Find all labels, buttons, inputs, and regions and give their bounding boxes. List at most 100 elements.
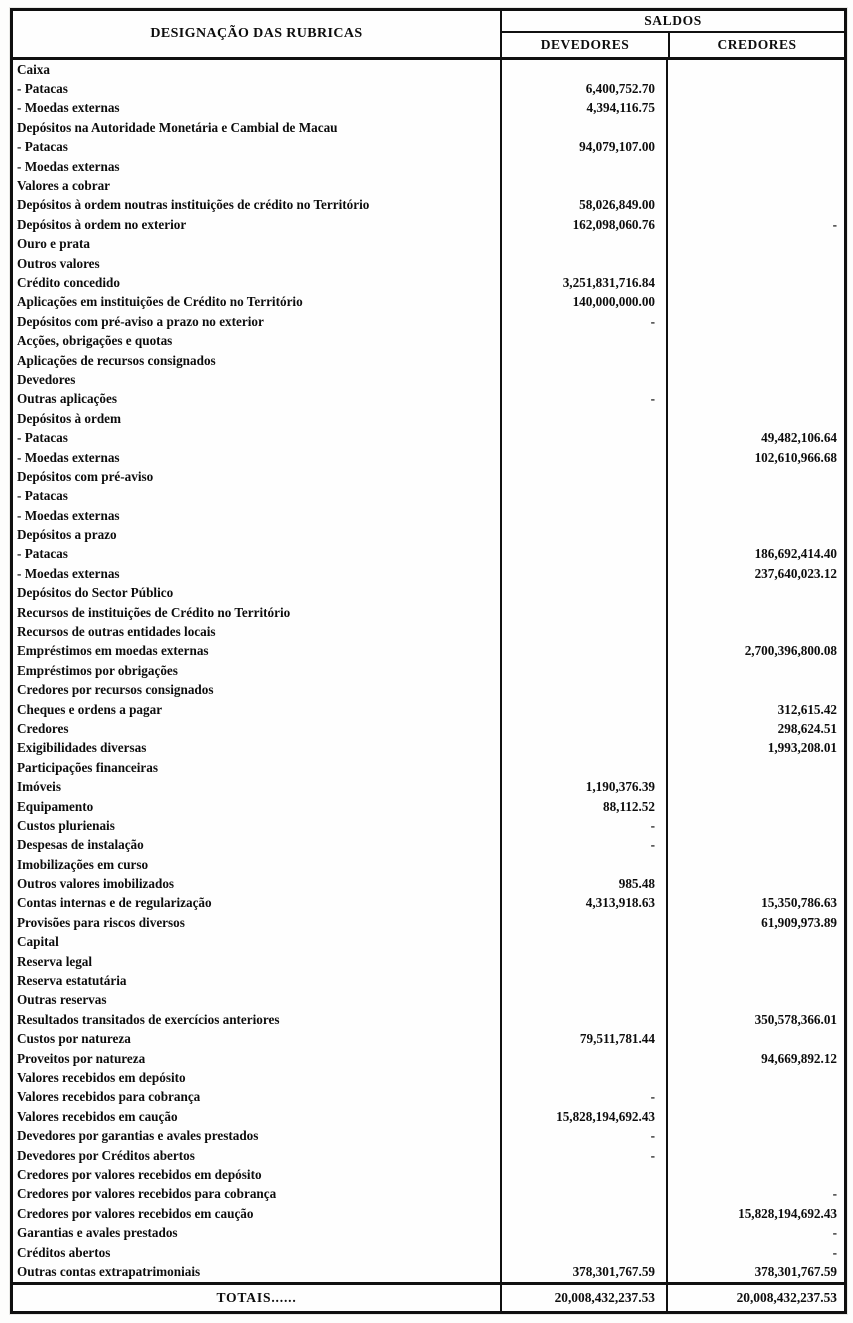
table-row: Garantias e avales prestados -: [13, 1223, 844, 1243]
header-credores-label: CREDORES: [668, 33, 844, 57]
devedores-value: [500, 932, 666, 952]
rubrica-label: - Patacas: [17, 139, 68, 155]
credores-value: 350,578,366.01: [666, 1010, 844, 1030]
credores-value: [666, 602, 844, 623]
rubrica-label: Aplicações de recursos consignados: [17, 352, 216, 368]
credores-value: [666, 60, 844, 80]
credores-value: [666, 777, 844, 797]
devedores-value: [500, 350, 666, 371]
rubrica-label: Reserva legal: [17, 953, 93, 969]
credores-value: [666, 1029, 844, 1049]
credores-value: 1,993,208.01: [666, 738, 844, 759]
devedores-value: [500, 1223, 666, 1243]
rubrica-label: Ouro e prata: [17, 236, 91, 252]
table-row: Depósitos à ordem: [13, 409, 844, 429]
credores-value: [666, 1126, 844, 1146]
header-devedores-label: DEVEDORES: [540, 37, 630, 52]
table-row: Custos plurienais -: [13, 816, 844, 836]
credores-value: [666, 525, 844, 545]
rubrica-label: - Moedas externas: [17, 565, 120, 581]
rubrica-label: Valores a cobrar: [17, 178, 111, 194]
table-row: - Moedas externas: [13, 505, 844, 526]
table-row: Caixa: [13, 60, 844, 80]
header-designacao-label: DESIGNAÇÃO DAS RUBRICAS: [150, 26, 363, 41]
table-row: Imóveis 1,190,376.39: [13, 777, 844, 797]
devedores-value: 985.48: [500, 874, 666, 894]
rubrica-label: Exigibilidades diversas: [17, 740, 147, 756]
credores-value: [666, 467, 844, 487]
rubrica-label: - Patacas: [17, 430, 68, 446]
devedores-value: 162,098,060.76: [500, 215, 666, 235]
credores-value: [666, 816, 844, 836]
credores-value: -: [666, 1242, 844, 1263]
credores-value: [666, 79, 844, 99]
credores-value: [666, 118, 844, 138]
table-row: Imobilizações em curso: [13, 855, 844, 875]
rubrica-label: Credores: [17, 720, 69, 736]
credores-value: [666, 176, 844, 196]
table-row: Recursos de outras entidades locais: [13, 622, 844, 642]
credores-value: [666, 622, 844, 642]
table-row: - Moedas externas 102,610,966.68: [13, 447, 844, 468]
devedores-value: [500, 583, 666, 603]
rubrica-label: Credores por valores recebidos para cobr…: [17, 1186, 277, 1202]
credores-value: [666, 583, 844, 603]
devedores-value: -: [500, 1087, 666, 1108]
devedores-value: [500, 990, 666, 1011]
table-row: Custos por natureza 79,511,781.44: [13, 1029, 844, 1049]
devedores-value: [500, 738, 666, 759]
table-row: Contas internas e de regularização 4,313…: [13, 893, 844, 914]
table-row: Devedores: [13, 370, 844, 390]
table-row: Aplicações em instituições de Crédito no…: [13, 292, 844, 313]
table-row: Equipamento 88,112.52: [13, 796, 844, 817]
credores-value: [666, 990, 844, 1011]
rubrica-label: Devedores por garantias e avales prestad…: [17, 1128, 259, 1144]
rubrica-label: Depósitos à ordem noutras instituições d…: [17, 197, 370, 213]
table-row: - Patacas 6,400,752.70: [13, 79, 844, 99]
table-row: Depósitos à ordem no exterior 162,098,06…: [13, 215, 844, 235]
rubrica-label: - Patacas: [17, 488, 68, 504]
rubrica-label: Valores recebidos para cobrança: [17, 1089, 201, 1105]
rubrica-label: - Patacas: [17, 546, 68, 562]
totals-credores-value: 20,008,432,237.53: [666, 1284, 844, 1311]
table-row: Valores a cobrar: [13, 176, 844, 196]
credores-value: [666, 835, 844, 856]
rubrica-label: Outros valores imobilizados: [17, 876, 175, 892]
credores-value: 312,615.42: [666, 699, 844, 720]
rubrica-label: Depósitos a prazo: [17, 527, 117, 543]
devedores-value: -: [500, 835, 666, 856]
devedores-value: [500, 1204, 666, 1224]
devedores-value: [500, 118, 666, 138]
table-row: Valores recebidos em caução 15,828,194,6…: [13, 1107, 844, 1127]
devedores-value: [500, 544, 666, 565]
table-row: Créditos abertos -: [13, 1242, 844, 1263]
credores-value: [666, 758, 844, 778]
devedores-value: [500, 505, 666, 526]
devedores-value: -: [500, 1145, 666, 1166]
rubrica-label: - Moedas externas: [17, 158, 120, 174]
rubrica-label: Acções, obrigações e quotas: [17, 333, 173, 349]
devedores-value: [500, 156, 666, 177]
rubrica-label: Capital: [17, 934, 59, 950]
rubrica-label: Resultados transitados de exercícios ant…: [17, 1011, 280, 1027]
rubrica-label: Devedores: [17, 371, 76, 387]
table-row: Credores por valores recebidos em caução…: [13, 1204, 844, 1224]
table-row: Valores recebidos para cobrança -: [13, 1087, 844, 1108]
rubrica-label: Credores por recursos consignados: [17, 682, 214, 698]
devedores-value: [500, 467, 666, 487]
credores-value: [666, 195, 844, 216]
table-row: Credores 298,624.51: [13, 719, 844, 739]
rubrica-label: Outras contas extrapatrimoniais: [17, 1263, 201, 1279]
rubrica-label: Devedores por Créditos abertos: [17, 1147, 195, 1163]
credores-value: [666, 874, 844, 894]
devedores-value: 3,251,831,716.84: [500, 273, 666, 293]
devedores-value: [500, 719, 666, 739]
credores-value: [666, 1107, 844, 1127]
credores-value: [666, 796, 844, 817]
devedores-value: [500, 641, 666, 662]
devedores-value: [500, 331, 666, 351]
rubrica-label: - Moedas externas: [17, 449, 120, 465]
devedores-value: 4,394,116.75: [500, 98, 666, 119]
credores-value: 237,640,023.12: [666, 564, 844, 584]
rubrica-label: Aplicações em instituições de Crédito no…: [17, 294, 303, 310]
